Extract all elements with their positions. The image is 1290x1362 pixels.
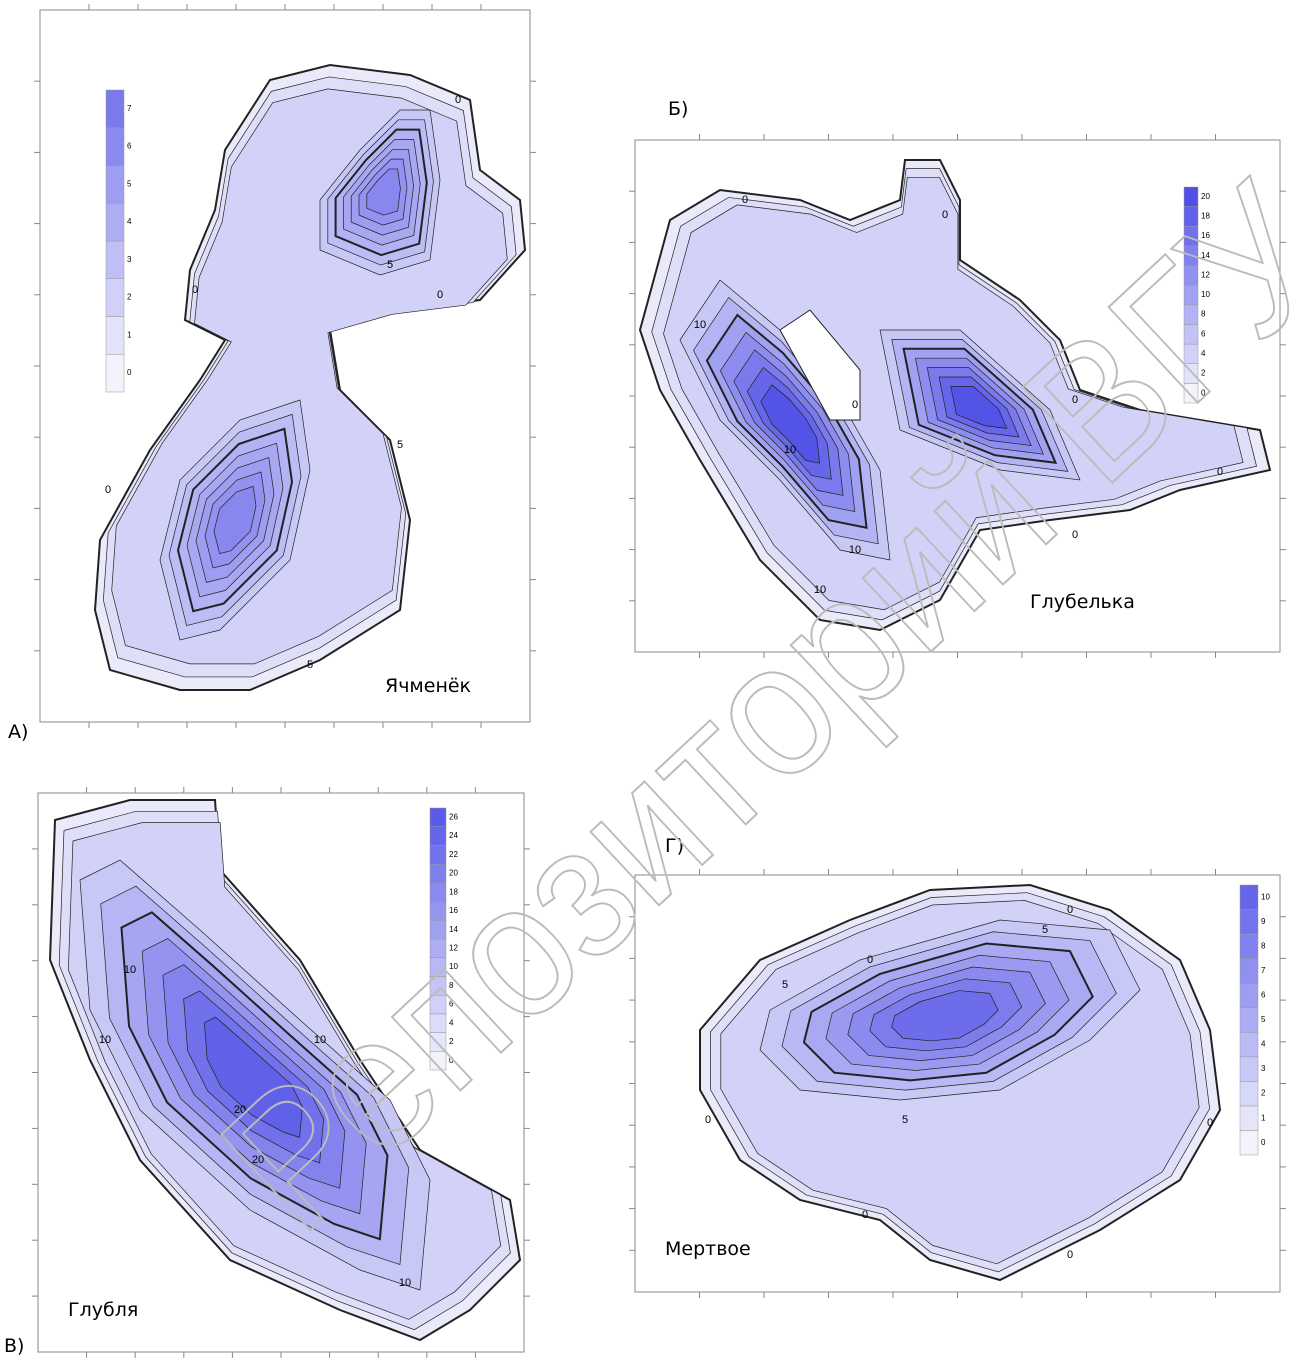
colorbar-step — [106, 128, 124, 166]
contour-label: 5 — [387, 259, 393, 271]
contour-label: 0 — [1207, 1117, 1213, 1129]
contour-label: 5 — [1042, 924, 1048, 936]
contour-label: 0 — [455, 94, 461, 106]
contour-label: 0 — [852, 399, 858, 411]
contour-label: 0 — [1067, 1249, 1073, 1261]
colorbar-label: 0 — [1261, 1138, 1266, 1147]
lake-name: Глубля — [68, 1299, 138, 1321]
contour-label: 5 — [307, 659, 313, 671]
colorbar-label: 1 — [1261, 1113, 1266, 1122]
lake-name: Мертвое — [665, 1238, 751, 1260]
colorbar-label: 7 — [127, 104, 132, 113]
colorbar-step — [106, 203, 124, 241]
figure: 000055501234567А)Ячменёк0000001010101002… — [0, 0, 1290, 1362]
colorbar-label: 10 — [1261, 892, 1270, 901]
colorbar-step — [1240, 1130, 1258, 1155]
panel-label: В) — [4, 1335, 24, 1357]
colorbar-label: 24 — [449, 831, 458, 840]
colorbar-label: 22 — [449, 850, 458, 859]
lake-name: Ячменёк — [385, 675, 471, 697]
contour-label: 5 — [397, 439, 403, 451]
colorbar-label: 4 — [1261, 1040, 1266, 1049]
colorbar-step — [106, 166, 124, 204]
colorbar-step — [1240, 885, 1258, 910]
colorbar-label: 7 — [1261, 966, 1266, 975]
colorbar-label: 26 — [449, 812, 458, 821]
contour-label: 0 — [862, 1209, 868, 1221]
contour-label: 0 — [437, 289, 443, 301]
colorbar-label: 3 — [127, 255, 132, 264]
colorbar-label: 3 — [1261, 1064, 1266, 1073]
contour-label: 0 — [942, 209, 948, 221]
colorbar-label: 8 — [1261, 941, 1266, 950]
contour-label: 0 — [1067, 904, 1073, 916]
contour-label: 0 — [192, 284, 198, 296]
colorbar-label: 9 — [1261, 917, 1266, 926]
contour-label: 10 — [124, 964, 136, 976]
colorbar-step — [1240, 983, 1258, 1008]
colorbar-label: 0 — [127, 368, 132, 377]
panel-label: Б) — [668, 98, 688, 120]
colorbar-label: 6 — [127, 142, 132, 151]
colorbar-step — [106, 317, 124, 355]
colorbar-label: 6 — [1261, 991, 1266, 1000]
colorbar-step — [1240, 1032, 1258, 1057]
contour-label: 0 — [705, 1114, 711, 1126]
contour-label: 0 — [867, 954, 873, 966]
colorbar-label: 5 — [1261, 1015, 1266, 1024]
colorbar-label: 5 — [127, 179, 132, 188]
colorbar-step — [106, 279, 124, 317]
colorbar-step — [1240, 910, 1258, 935]
contour-label: 0 — [742, 194, 748, 206]
colorbar-label: 1 — [127, 330, 132, 339]
contour-label: 5 — [902, 1114, 908, 1126]
colorbar-label: 4 — [127, 217, 132, 226]
colorbar-step — [1240, 1057, 1258, 1082]
panel-label: А) — [8, 721, 28, 743]
colorbar-step — [1240, 1106, 1258, 1131]
colorbar-step — [1240, 959, 1258, 984]
contour-label: 0 — [1217, 466, 1223, 478]
contour-label: 10 — [784, 444, 796, 456]
colorbar-step — [1240, 1081, 1258, 1106]
colorbar-step — [430, 808, 446, 827]
colorbar-label: 2 — [1261, 1089, 1266, 1098]
colorbar-step — [430, 845, 446, 864]
contour-label: 10 — [399, 1277, 411, 1289]
contour-label: 10 — [99, 1034, 111, 1046]
colorbar-step — [1240, 934, 1258, 959]
colorbar-step — [106, 90, 124, 128]
contour-label: 10 — [694, 319, 706, 331]
colorbar-step — [106, 354, 124, 392]
contour-label: 0 — [105, 484, 111, 496]
colorbar-label: 2 — [127, 293, 132, 302]
colorbar-step — [1240, 1008, 1258, 1033]
colorbar-step — [430, 827, 446, 846]
contour-label: 5 — [782, 979, 788, 991]
colorbar-step — [106, 241, 124, 279]
